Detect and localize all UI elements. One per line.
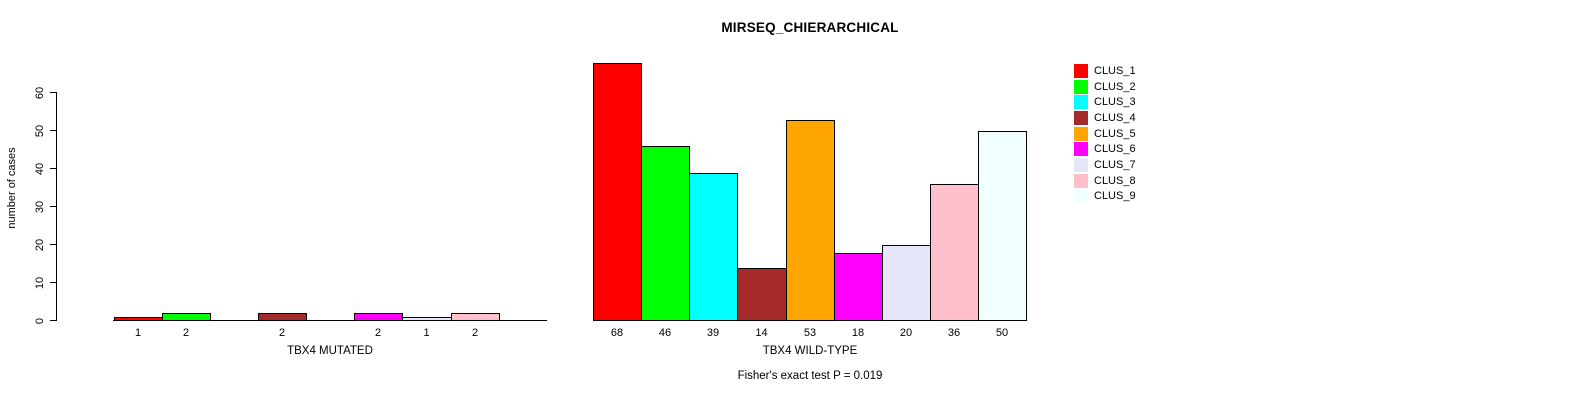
legend-label-clus_6: CLUS_6	[1094, 143, 1136, 156]
legend-label-clus_8: CLUS_8	[1094, 174, 1136, 187]
bar-value-label-clus_8-left: 2	[471, 327, 479, 339]
y-tick-label-30: 30	[34, 200, 46, 213]
x-axis-title-wildtype: TBX4 WILD-TYPE	[762, 345, 858, 357]
bar-value-label-clus_1-right: 68	[610, 327, 624, 339]
bar-clus_6-left	[354, 313, 403, 321]
y-tick-mark-50	[50, 130, 57, 131]
legend-label-clus_9: CLUS_9	[1094, 190, 1136, 203]
legend-swatch-clus_1	[1074, 63, 1088, 78]
x-axis-title-mutated: TBX4 MUTATED	[287, 345, 373, 357]
bar-clus_9-right	[978, 131, 1027, 321]
legend-swatch-clus_9	[1074, 189, 1088, 204]
bar-clus_4-left	[258, 313, 307, 321]
y-axis-title: number of cases	[6, 147, 18, 229]
legend-row-clus_4: CLUS_4	[1074, 110, 1136, 126]
bar-value-label-clus_9-right: 50	[995, 327, 1009, 339]
legend-label-clus_7: CLUS_7	[1094, 158, 1136, 171]
legend-row-clus_6: CLUS_6	[1074, 141, 1136, 157]
legend-label-clus_3: CLUS_3	[1094, 96, 1136, 109]
y-tick-label-40: 40	[34, 162, 46, 175]
y-tick-mark-20	[50, 244, 57, 245]
bar-clus_7-right	[882, 245, 931, 321]
bar-value-label-clus_3-right: 39	[706, 327, 720, 339]
bar-clus_6-right	[834, 253, 883, 321]
y-tick-label-20: 20	[34, 238, 46, 251]
y-tick-label-0: 0	[34, 317, 46, 324]
bar-value-label-clus_2-left: 2	[182, 327, 190, 339]
bar-clus_4-right	[737, 268, 787, 321]
y-tick-label-50: 50	[34, 124, 46, 137]
bar-value-label-clus_1-left: 1	[134, 327, 142, 339]
legend-row-clus_2: CLUS_2	[1074, 79, 1136, 95]
legend-swatch-clus_2	[1074, 79, 1088, 94]
legend-swatch-clus_5	[1074, 126, 1088, 141]
bar-clus_1-left	[114, 317, 163, 321]
fisher-test-annotation: Fisher's exact test P = 0.019	[737, 370, 883, 382]
y-tick-mark-40	[50, 168, 57, 169]
bar-clus_2-left	[162, 313, 211, 321]
legend-swatch-clus_3	[1074, 95, 1088, 110]
bar-value-label-clus_2-right: 46	[658, 327, 672, 339]
bar-clus_7-left	[402, 317, 452, 321]
bar-clus_1-right	[593, 63, 642, 321]
bar-value-label-clus_5-right: 53	[803, 327, 817, 339]
bar-value-label-clus_4-left: 2	[278, 327, 286, 339]
chart-title: MIRSEQ_CHIERARCHICAL	[721, 20, 899, 35]
bar-value-label-clus_7-right: 20	[899, 327, 913, 339]
bar-value-label-clus_8-right: 36	[947, 327, 961, 339]
legend-row-clus_9: CLUS_9	[1074, 189, 1136, 205]
legend: CLUS_1 CLUS_2 CLUS_3 CLUS_4 CLUS_5 CLUS_6 CLUS…	[1074, 63, 1136, 204]
legend-label-clus_2: CLUS_2	[1094, 80, 1136, 93]
legend-label-clus_4: CLUS_4	[1094, 111, 1136, 124]
y-tick-mark-60	[50, 92, 57, 93]
legend-swatch-clus_6	[1074, 142, 1088, 157]
legend-swatch-clus_7	[1074, 157, 1088, 172]
bar-value-label-clus_4-right: 14	[755, 327, 768, 339]
y-tick-label-60: 60	[34, 86, 46, 99]
legend-swatch-clus_8	[1074, 173, 1088, 188]
bar-value-label-clus_6-right: 18	[851, 327, 865, 339]
y-tick-mark-0	[50, 320, 57, 321]
legend-swatch-clus_4	[1074, 110, 1088, 125]
bar-clus_8-left	[451, 313, 500, 321]
bar-clus_5-right	[786, 120, 835, 321]
bar-value-label-clus_7-left: 1	[423, 327, 430, 339]
bar-clus_2-right	[641, 146, 690, 321]
legend-row-clus_5: CLUS_5	[1074, 126, 1136, 142]
y-tick-label-10: 10	[34, 276, 46, 289]
bar-value-label-clus_6-left: 2	[374, 327, 382, 339]
legend-label-clus_1: CLUS_1	[1094, 64, 1136, 77]
y-tick-mark-10	[50, 282, 57, 283]
legend-row-clus_1: CLUS_1	[1074, 63, 1136, 79]
bar-clus_8-right	[930, 184, 979, 321]
legend-row-clus_3: CLUS_3	[1074, 94, 1136, 110]
legend-label-clus_5: CLUS_5	[1094, 127, 1136, 140]
legend-row-clus_7: CLUS_7	[1074, 157, 1136, 173]
legend-row-clus_8: CLUS_8	[1074, 173, 1136, 189]
x-axis-line-mutated	[113, 320, 547, 321]
y-tick-mark-30	[50, 206, 57, 207]
bar-clus_3-right	[689, 173, 738, 321]
